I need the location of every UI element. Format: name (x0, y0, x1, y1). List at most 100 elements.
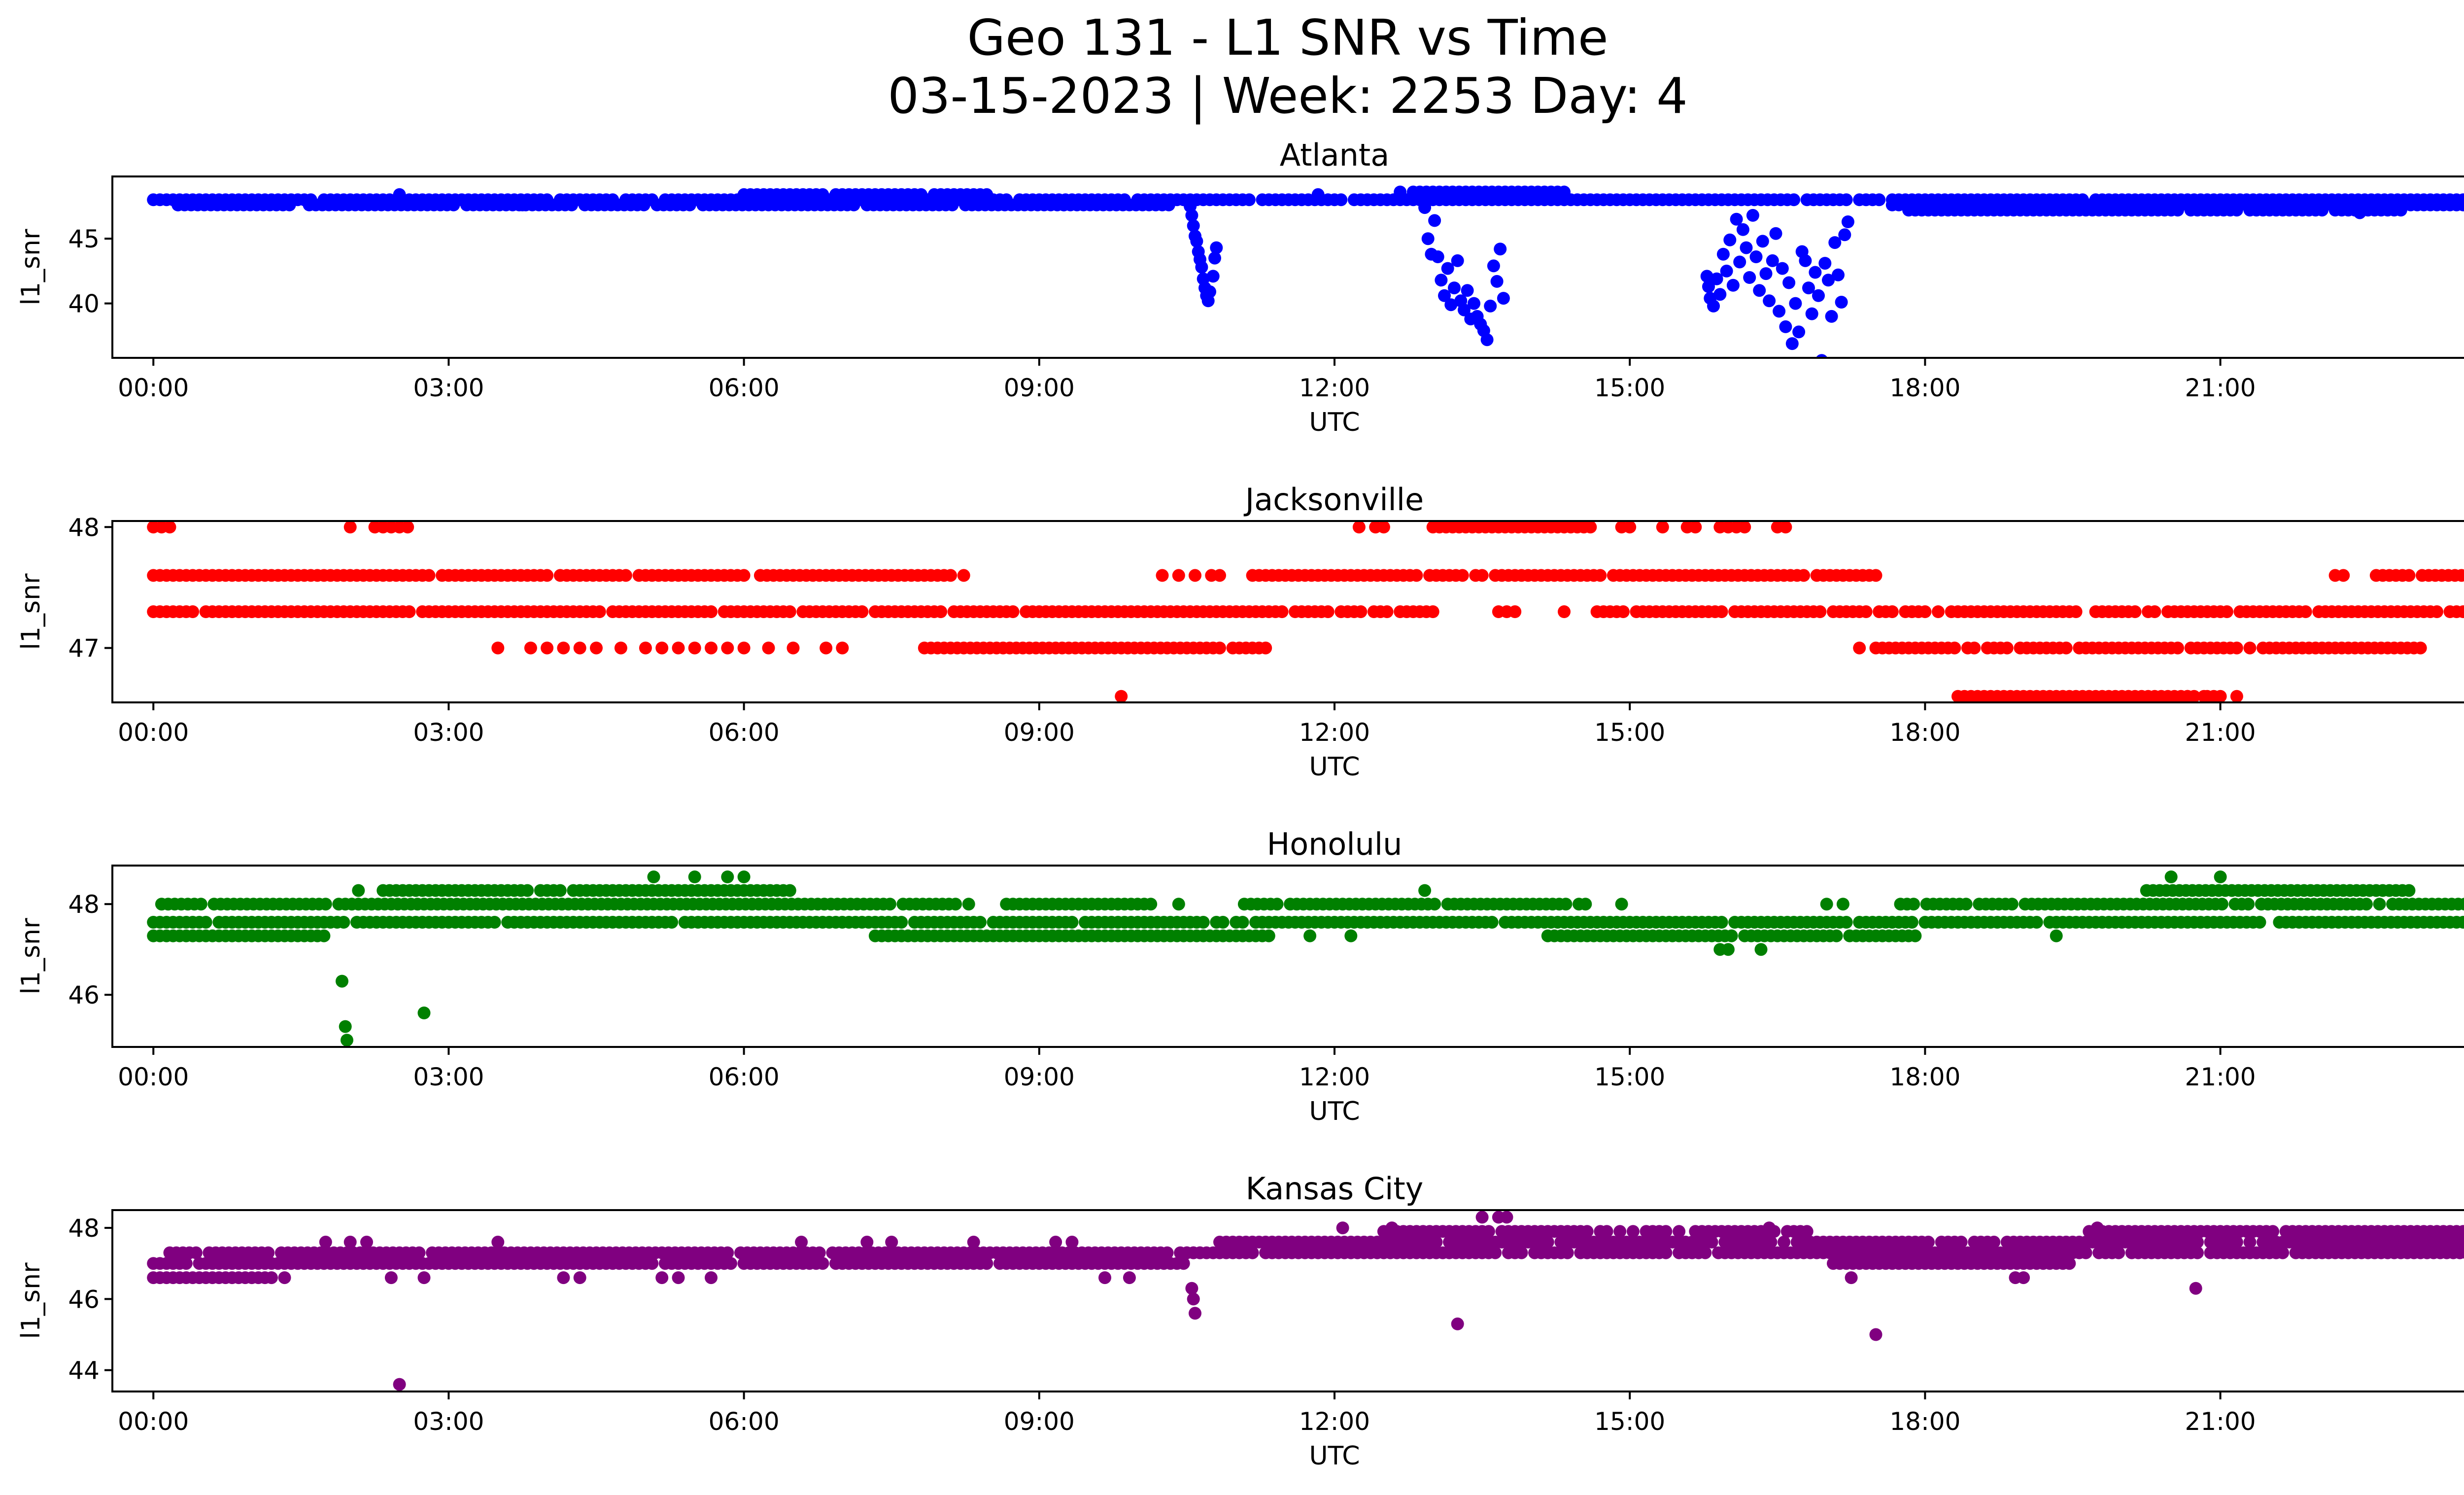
data-point (2462, 570, 2464, 581)
data-point (401, 521, 414, 534)
data-point (1869, 569, 1882, 582)
data-point (1468, 297, 1480, 310)
data-point (1814, 605, 1827, 618)
data-point (1773, 305, 1786, 318)
data-point (2460, 1236, 2464, 1248)
data-point (1763, 294, 1776, 308)
data-point (820, 641, 833, 655)
data-point (2253, 916, 2266, 929)
data-point (1344, 929, 1358, 942)
data-point (1451, 1317, 1464, 1330)
data-point (1561, 1246, 1574, 1259)
x-tick-label: 21:00 (2185, 1407, 2256, 1436)
x-tick-label: 12:00 (1299, 1407, 1370, 1436)
data-point (1836, 898, 1849, 911)
data-point (967, 1235, 980, 1249)
data-point (1840, 193, 1853, 207)
y-tick-label: 46 (68, 1285, 100, 1314)
data-point (1613, 1225, 1627, 1238)
data-point (1754, 943, 1768, 956)
data-point (1812, 289, 1825, 302)
data-point (360, 1235, 373, 1249)
data-point (1689, 521, 1702, 534)
data-point (1508, 605, 1522, 618)
data-point (2189, 1282, 2202, 1295)
data-point (163, 521, 176, 534)
data-point (352, 884, 365, 897)
data-point (2191, 1246, 2204, 1259)
data-point (573, 641, 586, 655)
data-point (1828, 236, 1842, 249)
data-point (1497, 292, 1510, 305)
data-point (2005, 898, 2019, 911)
data-point (2128, 605, 2142, 618)
y-axis-label: l1_snr (16, 1262, 46, 1339)
data-point (557, 1271, 570, 1285)
data-point (737, 641, 751, 655)
data-point (422, 569, 436, 582)
data-point (1006, 605, 1020, 618)
data-point (2394, 204, 2407, 217)
data-point (1659, 1246, 1673, 1259)
data-point (1558, 605, 1571, 618)
x-tick-label: 12:00 (1299, 1063, 1370, 1091)
data-point (283, 198, 296, 211)
data-point (2059, 641, 2073, 655)
x-axis: 00:00 03:00 06:00 09:00 12:00 15:00 18:00 21:00… (118, 1391, 2256, 1436)
x-tick-label: 21:00 (2185, 374, 2256, 402)
y-tick-label: 45 (68, 225, 100, 253)
y-axis-label: l1_snr (16, 918, 46, 995)
data-point (1659, 1225, 1673, 1238)
figure-title-line2: 03-15-2023 | Week: 2253 Day: 4 (888, 67, 1688, 125)
data-point (1242, 193, 1256, 207)
subplot-title: Atlanta (1280, 137, 1389, 173)
data-point (2457, 916, 2464, 929)
data-point (783, 884, 796, 897)
data-point (412, 1246, 426, 1259)
data-point (1431, 250, 1444, 263)
data-point (1905, 916, 1918, 929)
subplot-kansas-city: Kansas City 00:00 03:00 06:00 09:00 12:00 15:0… (16, 1171, 2464, 1471)
data-point (1715, 916, 1728, 929)
data-point (2353, 206, 2366, 219)
y-tick-label: 40 (68, 290, 100, 318)
data-point (1123, 1271, 1136, 1285)
x-axis: 00:00 03:00 06:00 09:00 12:00 15:00 18:00 21:00… (118, 702, 2256, 747)
data-point (2243, 1235, 2257, 1249)
data-point (171, 198, 185, 211)
data-point (1715, 605, 1728, 618)
data-point (1065, 1235, 1079, 1249)
data-point (885, 1235, 898, 1249)
data-point (1782, 276, 1796, 289)
data-point (1853, 641, 1866, 655)
data-point (593, 605, 606, 618)
data-point (2243, 641, 2257, 655)
y-axis: 48 46 (68, 890, 112, 1009)
data-point (705, 605, 718, 618)
data-point (1787, 193, 1801, 207)
data-point (944, 569, 957, 582)
data-point (1559, 898, 1573, 911)
data-point (721, 870, 734, 883)
data-point (1838, 228, 1851, 242)
data-point (637, 198, 650, 211)
data-point (1615, 898, 1628, 911)
data-point (2455, 569, 2464, 582)
x-tick-label: 18:00 (1889, 1063, 1960, 1091)
data-point (1584, 521, 1597, 534)
data-point (1189, 569, 1201, 582)
data-point (2148, 605, 2161, 618)
data-point (521, 884, 534, 897)
scatter-points (147, 1211, 2464, 1391)
data-point (1907, 898, 1920, 911)
data-point (1162, 198, 1175, 211)
data-point (1756, 235, 1769, 248)
data-point (491, 1235, 505, 1249)
data-point (1800, 1225, 1814, 1238)
x-tick-label: 15:00 (1594, 1407, 1665, 1436)
data-point (2402, 569, 2416, 582)
data-point (319, 898, 332, 911)
data-point (1656, 521, 1669, 534)
data-point (343, 521, 357, 534)
data-point (1161, 1246, 1174, 1259)
